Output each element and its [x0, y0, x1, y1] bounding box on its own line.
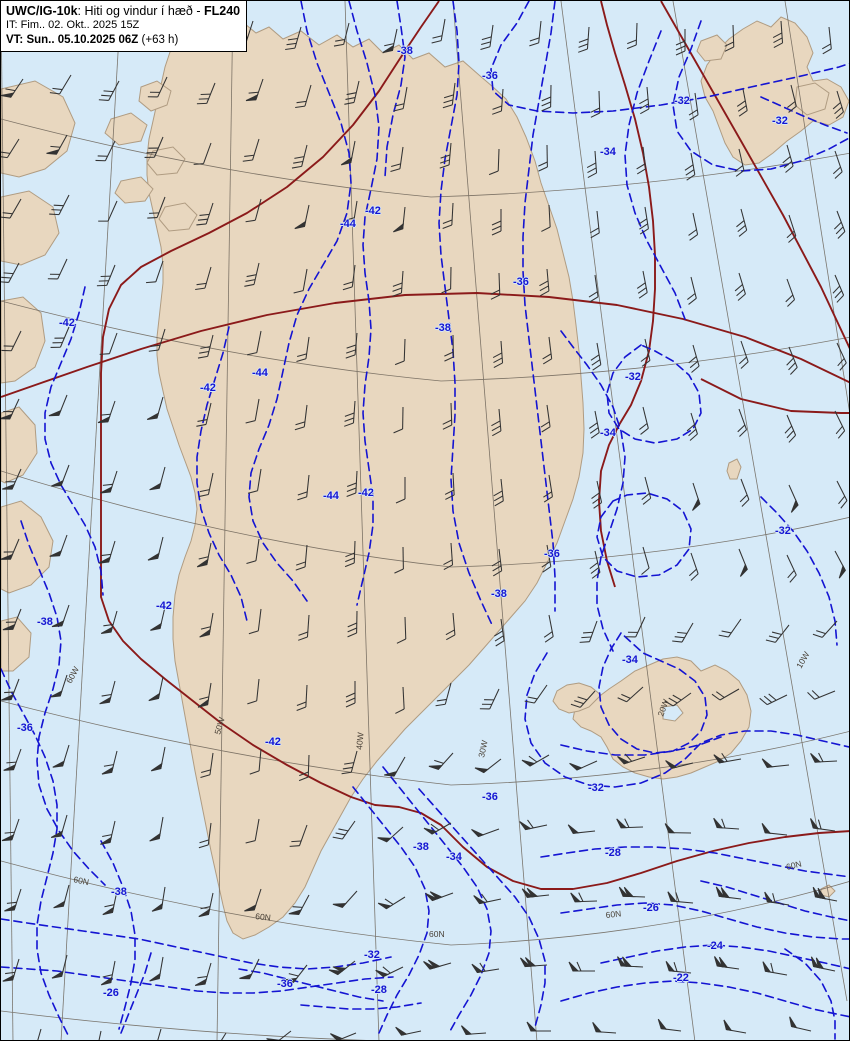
- greenland-nw-islands-2: [104, 112, 148, 146]
- isotherm--32-south: [1, 918, 392, 970]
- isotherm--38-south: [352, 786, 430, 1034]
- meridian-50w: [216, 1, 234, 1040]
- greenland-nw-islands-5: [158, 202, 198, 232]
- map-info-box: UWC/IG-10k: Hiti og vindur í hæð - FL240…: [1, 1, 248, 52]
- graticule-label-60n-2: 60N: [255, 911, 272, 923]
- fir-boundaries: [1, 1, 849, 890]
- parallel-75n: [1, 300, 849, 382]
- fir-boundary-west: [100, 1, 849, 890]
- isotherm--34-south: [418, 788, 546, 1028]
- svalbard-landmass: [700, 16, 849, 166]
- fir-boundary-east-upper: [598, 1, 656, 588]
- isotherm--28-south2: [1, 966, 394, 994]
- isotherm--26-southleft: [120, 952, 152, 1034]
- isotherm--34-right: [560, 330, 626, 652]
- title-description: Hiti og vindur í hæð -: [84, 4, 204, 18]
- isotherm--38-southleft: [100, 840, 136, 1030]
- isotherm--32-far-right: [760, 496, 838, 646]
- isotherm--26-bottom: [560, 902, 849, 940]
- isotherm--24-bottom: [600, 944, 849, 970]
- graticule-label-60n-4: 60N: [605, 908, 622, 920]
- meridian-30w: [452, 1, 538, 1040]
- issue-time-label: IT:: [6, 19, 21, 32]
- meridian-60w: [60, 1, 122, 1040]
- valid-time-line: VT: Sun.. 05.10.2025 06Z (+63 h): [6, 33, 240, 47]
- isotherm--32-bottom-arc: [300, 1002, 422, 1010]
- isotherm--32-right: [606, 344, 702, 444]
- issue-time-line: IT: Fim.. 02. Okt.. 2025 15Z: [6, 19, 240, 32]
- graticule-label-40w: 40W: [354, 732, 365, 750]
- isotherm--36-bottomleft: [238, 968, 384, 1002]
- isotherm--32-iceland: [524, 652, 849, 788]
- map-title-line: UWC/IG-10k: Hiti og vindur í hæð - FL240: [6, 4, 240, 19]
- isotherm--42-a: [348, 1, 380, 606]
- parallel-60n: [1, 860, 849, 946]
- fir-boundary-ne-diag: [660, 1, 849, 349]
- isotherm--34-ne: [624, 30, 686, 320]
- isotherm--32-iceland-b: [560, 736, 722, 756]
- graticule-label-60n-5: 60N: [785, 858, 803, 871]
- greenland-landmass: [146, 1, 585, 940]
- fir-boundary-north-arc: [1, 292, 849, 398]
- isotherm--34-iceland: [598, 631, 708, 754]
- meridian-20w: [560, 1, 696, 1040]
- wind-barbs: [1, 16, 848, 1040]
- greenland-nw-islands: [138, 80, 172, 112]
- greenland-nw-islands-4: [114, 176, 154, 204]
- svalbard-east-island: [794, 82, 830, 116]
- jan-mayen-landmass: [726, 458, 742, 480]
- parallel-70n: [1, 470, 849, 568]
- model-identifier: UWC/IG-10k: [6, 4, 78, 18]
- isotherm--32-ne-2: [760, 96, 848, 134]
- graticule-label-30w: 30W: [476, 739, 489, 758]
- svalbard-nw-island: [696, 34, 728, 62]
- graticule-label-60n-3: 60N: [429, 929, 445, 939]
- baffin-coast-left-2: [1, 406, 38, 484]
- valid-time-value: Sun.. 05.10.2025 06Z: [26, 33, 139, 46]
- fir-boundary-east-lower: [700, 378, 849, 414]
- isotherm--38-left: [20, 520, 106, 886]
- isotherm--32-right2: [596, 492, 692, 578]
- greenland-nw-islands-3: [146, 146, 186, 176]
- graticule-label-50w: 50W: [212, 716, 226, 736]
- flight-level: FL240: [204, 4, 241, 18]
- isotherm--36-north: [490, 1, 849, 114]
- isotherm--32-ne: [672, 20, 849, 172]
- title-separator: :: [77, 4, 85, 18]
- isotherm--42-left: [44, 286, 104, 596]
- isotherm--24-bottom-b: [784, 948, 836, 1040]
- iceland-westfjords: [552, 682, 602, 714]
- isotherm--36-left: [1, 668, 70, 1038]
- isotherm--36-b: [522, 1, 556, 612]
- valid-time-offset: (+63 h): [138, 33, 179, 46]
- graticule-label-60n-1: 60N: [73, 874, 90, 887]
- isotherm--38-north: [384, 1, 406, 178]
- issue-time-value: Fim.. 02. Okt.. 2025 15Z: [20, 19, 140, 32]
- valid-time-label: VT:: [6, 33, 27, 46]
- meridian-70w: [1, 4, 14, 1040]
- meridian-0: [784, 1, 849, 411]
- isotherm--22-bottom: [560, 980, 849, 1018]
- isotherm--36-south: [382, 766, 492, 1034]
- landmasses: [1, 1, 849, 940]
- iceland-landmass: [572, 656, 752, 780]
- isotherm--28-iceland: [540, 846, 849, 878]
- isotherm--38-b: [438, 1, 494, 628]
- isotherm--44-a: [248, 1, 352, 602]
- parallel-80n: [1, 118, 849, 198]
- baffin-coast-left: [1, 296, 46, 384]
- isotherm--42-left2: [196, 326, 248, 622]
- meridian-10w: [672, 1, 848, 1002]
